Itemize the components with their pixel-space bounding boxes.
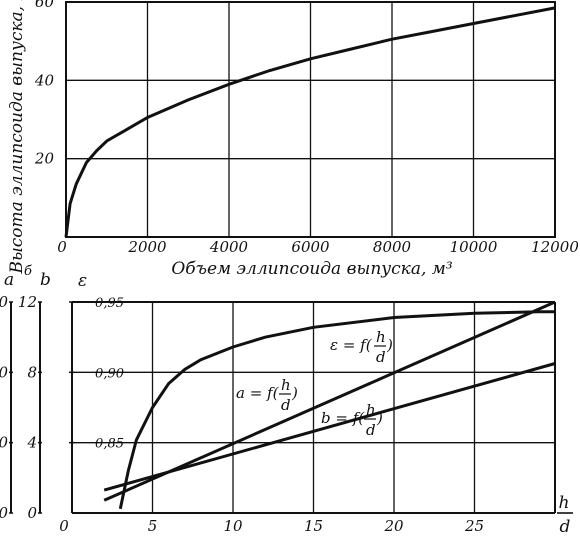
a-axis-name: a [4,270,14,290]
epsilon-axis-ticks: 0,85 0,90 0,95 [69,296,124,452]
b-axis-tick-label: 0 [27,504,37,522]
top-y-tick-label: 60 [35,0,55,11]
top-x-axis-label: Объем эллипсоида выпуска, м³ [171,259,453,279]
bottom-x-tick-label: 10 [223,517,243,535]
a-label-h: h [281,376,291,394]
top-x-tick-label: 12000 [531,238,579,256]
top-x-tick-label: 8000 [373,238,412,256]
top-x-tick-label: 4000 [209,238,249,256]
svg-text:): ) [376,409,383,427]
svg-text:): ) [386,336,393,354]
bottom-x-tick-label: 20 [383,517,404,535]
top-x-tick-label: 6000 [291,238,330,256]
top-series-line [64,6,556,238]
a-axis-tick-label: 20 [0,363,8,381]
ε-axis-tick-label: 0,95 [95,296,124,311]
b-axis-tick-label: 12 [18,293,37,311]
top-y-tick-label: 20 [34,150,55,168]
bottom-series [103,300,556,510]
b-axis-tick-label: 8 [27,363,37,381]
b-axis-tick-label: 4 [26,434,37,452]
b-label-h: h [366,401,376,419]
top-x-tick-label: 0 [57,238,67,256]
top-x-ticks: 0 2000 4000 6000 8000 10000 12000 [57,238,579,256]
epsilon-label-d: d [376,348,386,366]
bottom-x-tick-label: 15 [304,517,323,535]
top-y-ticks: 20 40 60 [34,0,55,168]
x-label-h: h [559,493,570,513]
b-label-d: d [366,421,376,439]
b-axis-name: b [40,270,51,290]
bottom-x-tick-label: 5 [148,517,158,535]
top-x-tick-label: 2000 [127,238,167,256]
a-axis-ticks: 0 10 20 30 [0,293,13,522]
x-label-d: d [560,517,571,537]
bottom-series-line-ε [118,310,555,510]
b-axis-flag: б [24,264,32,279]
bottom-series-line-b [103,362,556,492]
top-y-axis-label: Высота эллипсоида выпуска, м [7,0,27,275]
epsilon-label-h: h [376,328,386,346]
b-axis-ticks: 0 4 8 12 [18,293,42,522]
ε-axis-tick-label: 0,85 [95,437,124,452]
top-x-tick-label: 10000 [450,238,498,256]
bottom-chart: 0 5 10 15 20 25 0 10 20 30 0 4 8 12 0,85 0,90 0,95 a … [0,264,573,537]
a-axis-tick-label: 30 [0,293,8,311]
a-axis-tick-label: 10 [0,434,8,452]
epsilon-curve-label: ε = f( h d ) [330,328,393,366]
svg-text:a = f(: a = f( [236,384,280,402]
bottom-x-tick-label: 25 [464,517,484,535]
bottom-x-tick-label: 0 [59,517,69,535]
bottom-x-axis-label: h d [557,493,573,537]
top-grid [66,2,555,237]
svg-text:ε = f(: ε = f( [330,336,373,354]
ε-axis-tick-label: 0,90 [95,366,124,381]
epsilon-axis-name: ε [78,271,87,291]
bottom-x-ticks: 0 5 10 15 20 25 [59,517,484,535]
a-axis-tick-label: 0 [0,504,8,522]
a-label-d: d [281,396,291,414]
top-chart: 0 2000 4000 6000 8000 10000 12000 20 40 60 Высот… [7,0,579,279]
bottom-series-line-a [103,300,556,502]
a-curve-label: a = f( h d ) [236,376,298,414]
svg-text:): ) [291,384,298,402]
svg-text:b = f(: b = f( [321,409,365,427]
b-curve-label: b = f( h d ) [321,401,383,439]
top-y-tick-label: 40 [34,71,55,89]
